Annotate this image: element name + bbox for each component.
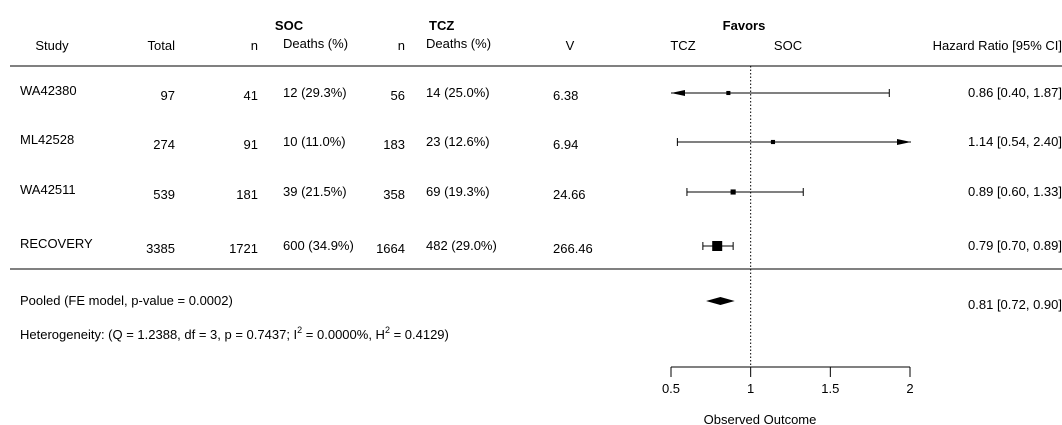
ci-arrow-left	[671, 90, 685, 96]
x-tick-label: 1.5	[821, 381, 839, 396]
total-value: 97	[161, 88, 175, 103]
soc-n-value: 91	[244, 137, 258, 152]
v-value: 24.66	[553, 187, 586, 202]
soc-deaths-value: 600 (34.9%)	[283, 238, 354, 253]
total-value: 3385	[146, 241, 175, 256]
forest-marks	[671, 66, 911, 367]
study-name: WA42511	[20, 182, 76, 197]
hazard-ratio-value: 0.79 [0.70, 0.89]	[968, 238, 1062, 253]
tcz-deaths-value: 482 (29.0%)	[426, 238, 497, 253]
x-axis-label: Observed Outcome	[704, 412, 817, 425]
v-value: 266.46	[553, 241, 593, 256]
heterogeneity-text: Heterogeneity: (Q = 1.2388, df = 3, p = …	[20, 325, 449, 342]
tcz-deaths-value: 23 (12.6%)	[426, 134, 490, 149]
soc-deaths-value: 39 (21.5%)	[283, 184, 347, 199]
x-tick-label: 2	[906, 381, 913, 396]
ci-arrow-right	[897, 139, 911, 145]
v-value: 6.38	[553, 88, 578, 103]
study-name: WA42380	[20, 83, 77, 98]
point-estimate	[726, 90, 731, 96]
total-value: 274	[153, 137, 175, 152]
tcz-deaths-column-header: Deaths (%)	[426, 36, 491, 51]
favors-soc-label: SOC	[774, 38, 802, 53]
soc-group-header: SOC	[275, 18, 304, 33]
pooled-hr-value: 0.81 [0.72, 0.90]	[968, 297, 1062, 312]
study-name: RECOVERY	[20, 236, 93, 251]
soc-n-value: 41	[244, 88, 258, 103]
soc-n-column-header: n	[251, 38, 258, 53]
soc-n-value: 181	[236, 187, 258, 202]
v-value: 6.94	[553, 137, 578, 152]
tcz-group-header: TCZ	[429, 18, 454, 33]
tcz-n-value: 1664	[376, 241, 405, 256]
tcz-n-value: 358	[383, 187, 405, 202]
soc-deaths-value: 10 (11.0%)	[283, 134, 346, 149]
tcz-n-column-header: n	[398, 38, 405, 53]
soc-deaths-column-header: Deaths (%)	[283, 36, 348, 51]
point-estimate	[770, 139, 776, 145]
favors-tcz-label: TCZ	[670, 38, 695, 53]
soc-deaths-value: 12 (29.3%)	[283, 85, 347, 100]
hazard-ratio-value: 0.89 [0.60, 1.33]	[968, 184, 1062, 199]
study-column-header: Study	[35, 38, 69, 53]
hazard-ratio-value: 0.86 [0.40, 1.87]	[968, 85, 1062, 100]
pooled-diamond	[706, 297, 735, 305]
tcz-n-value: 56	[391, 88, 405, 103]
x-axis: 0.5 1 1.5 2	[662, 366, 914, 396]
tcz-n-value: 183	[383, 137, 405, 152]
tcz-deaths-value: 14 (25.0%)	[426, 85, 490, 100]
v-column-header: V	[566, 38, 575, 53]
tcz-deaths-value: 69 (19.3%)	[426, 184, 490, 199]
study-rows: WA42380 97 41 12 (29.3%) 56 14 (25.0%) 6.38 0.8…	[20, 83, 1062, 256]
total-value: 539	[153, 187, 175, 202]
soc-n-value: 1721	[229, 241, 258, 256]
favors-header: Favors	[723, 18, 766, 33]
study-name: ML42528	[20, 132, 74, 147]
hazard-ratio-column-header: Hazard Ratio [95% CI]	[933, 38, 1062, 53]
point-estimate	[712, 241, 723, 251]
hazard-ratio-value: 1.14 [0.54, 2.40]	[968, 134, 1062, 149]
pooled-label: Pooled (FE model, p-value = 0.0002)	[20, 293, 233, 308]
total-column-header: Total	[148, 38, 176, 53]
x-tick-label: 1	[747, 381, 754, 396]
point-estimate	[730, 189, 736, 195]
x-tick-label: 0.5	[662, 381, 680, 396]
